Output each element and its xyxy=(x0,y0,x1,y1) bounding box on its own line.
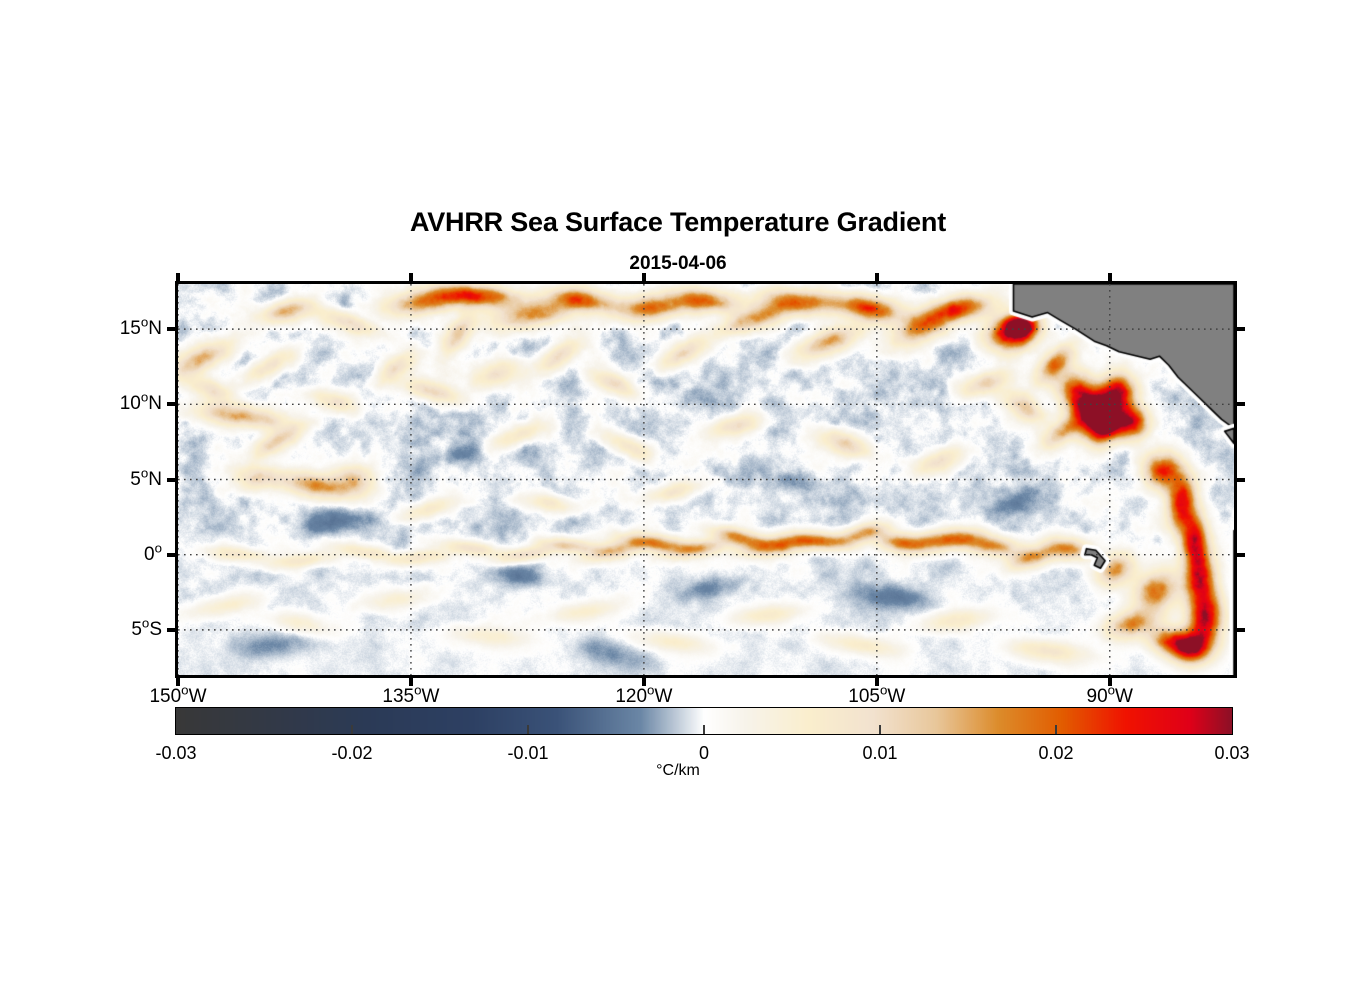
x-axis-tick-top xyxy=(408,273,413,284)
x-axis-label: 135oW xyxy=(382,682,440,707)
y-axis-label: 15oN xyxy=(119,314,162,340)
figure-subtitle: 2015-04-06 xyxy=(629,253,727,274)
x-axis-tick-top xyxy=(176,273,180,284)
y-axis-label: 10oN xyxy=(119,389,162,415)
colorbar-tick-label: 0.01 xyxy=(862,743,898,763)
y-axis-tick-right xyxy=(1234,552,1245,557)
colorbar-tick-label: 0.02 xyxy=(1038,743,1074,763)
colorbar-tick-label: 0.03 xyxy=(1214,743,1250,763)
y-axis-tick-right xyxy=(1234,627,1245,632)
x-axis-tick-top xyxy=(1107,273,1112,284)
x-axis-tick xyxy=(176,675,180,686)
colorbar-unit-label: °C/km xyxy=(656,762,700,779)
y-axis-label: 0o xyxy=(144,540,162,565)
y-axis-label: 5oS xyxy=(131,615,162,640)
colorbar-tick xyxy=(527,725,529,734)
y-axis-tick xyxy=(167,327,178,332)
colorbar-tick-label: -0.01 xyxy=(507,743,549,763)
x-axis-label: 120oW xyxy=(615,682,673,707)
x-axis-tick xyxy=(874,675,879,686)
colorbar-tick xyxy=(351,725,353,734)
x-axis-tick xyxy=(1107,675,1112,686)
colorbar-tick-label: -0.02 xyxy=(331,743,373,763)
y-axis-tick xyxy=(167,402,178,407)
x-axis-label: 150oW xyxy=(149,682,207,707)
y-axis-tick-right xyxy=(1234,402,1245,407)
colorbar-tick xyxy=(879,725,881,734)
colorbar-tick-label: 0 xyxy=(698,743,710,763)
colorbar-tick xyxy=(1055,725,1057,734)
map-axes: 15oN 10oN 5oN 0o 5oS 150oW 135oW 120oW 105oW 90oW xyxy=(120,273,1245,707)
y-axis-label: 5oN xyxy=(130,465,162,490)
page-title: AVHRR Sea Surface Temperature Gradient xyxy=(409,207,947,237)
y-axis-tick-right xyxy=(1234,477,1245,482)
x-axis-label: 105oW xyxy=(848,682,906,707)
y-axis-tick xyxy=(167,477,178,482)
colorbar-tick-label: -0.03 xyxy=(155,743,197,763)
sst-gradient-heatmap xyxy=(178,284,1234,675)
y-axis-tick-right xyxy=(1234,327,1245,332)
x-axis-tick-top xyxy=(874,273,879,284)
y-axis-tick xyxy=(167,552,178,557)
y-axis-tick xyxy=(167,627,178,632)
colorbar-axes: -0.03 -0.02 -0.01 0 0.01 0.02 0.03 xyxy=(155,707,1250,763)
x-axis-tick-top xyxy=(641,273,646,284)
x-axis-tick xyxy=(408,675,413,686)
x-axis-label: 90oW xyxy=(1086,682,1133,707)
x-axis-tick xyxy=(641,675,646,686)
colorbar-tick xyxy=(703,725,705,734)
